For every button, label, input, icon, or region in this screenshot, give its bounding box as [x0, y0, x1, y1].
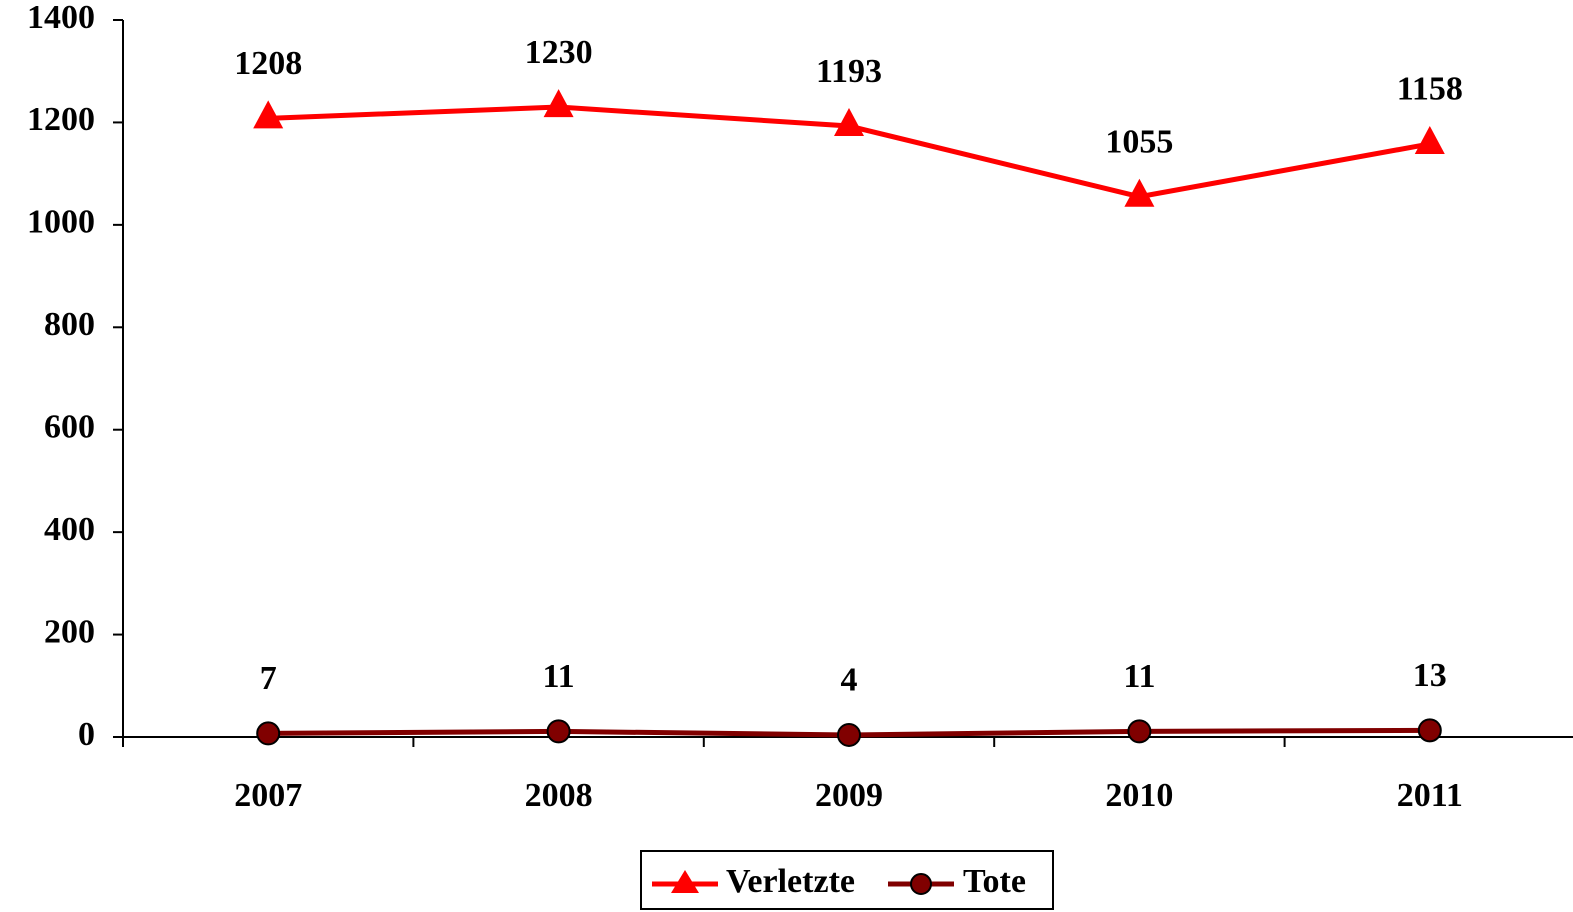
data-label: 1158: [1397, 71, 1463, 108]
marker: [837, 722, 861, 747]
legend-marker: [671, 870, 699, 893]
data-label: 1208: [234, 45, 302, 82]
marker: [256, 721, 281, 746]
y-tick-label: 800: [44, 306, 95, 343]
marker: [1417, 718, 1442, 743]
y-tick-label: 200: [44, 613, 95, 650]
y-tick-label: 600: [44, 409, 95, 446]
data-label: 13: [1413, 657, 1447, 694]
data-label: 1230: [525, 34, 593, 71]
legend: Verletzte Tote: [640, 850, 1054, 910]
data-label: 7: [260, 660, 277, 697]
x-tick-label: 2009: [815, 777, 883, 814]
legend-label: Verletzte: [726, 863, 855, 900]
data-label: 11: [1123, 658, 1155, 695]
marker: [834, 108, 864, 137]
x-tick-label: 2010: [1105, 777, 1173, 814]
legend-box: [640, 850, 1054, 910]
x-tick-label: 2008: [525, 777, 593, 814]
x-tick-label: 2011: [1397, 777, 1463, 814]
y-tick-label: 0: [78, 716, 95, 753]
marker: [543, 89, 574, 118]
data-label: 1055: [1105, 123, 1173, 160]
y-tick-label: 1200: [27, 101, 95, 138]
data-label: 1193: [816, 53, 882, 90]
y-tick-label: 1000: [27, 204, 95, 241]
data-label: 11: [543, 658, 575, 695]
y-tick-label: 400: [44, 511, 95, 548]
data-label: 4: [841, 662, 858, 699]
y-tick-label: 1400: [27, 0, 95, 36]
x-tick-label: 2007: [234, 777, 302, 814]
marker: [253, 100, 284, 129]
legend-label: Tote: [963, 863, 1026, 900]
legend-marker: [910, 873, 932, 895]
marker: [1414, 125, 1445, 154]
marker: [1124, 178, 1155, 207]
marker: [546, 719, 571, 744]
marker: [1127, 719, 1152, 744]
